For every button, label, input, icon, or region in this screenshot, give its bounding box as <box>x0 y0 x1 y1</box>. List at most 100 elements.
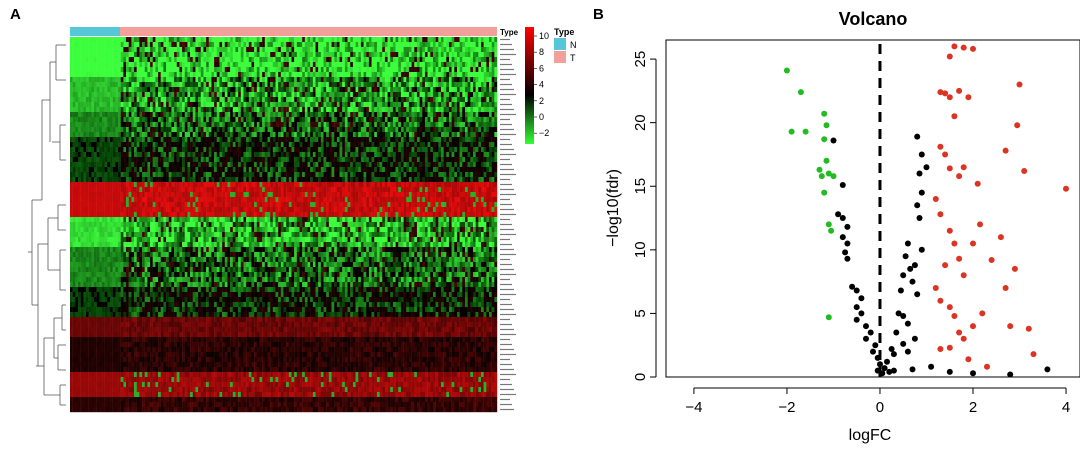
data-point <box>937 298 943 304</box>
data-point <box>961 336 967 342</box>
data-point <box>826 314 832 320</box>
data-point <box>951 43 957 49</box>
color-scale-tick-label: 2 <box>539 96 544 106</box>
data-point <box>891 368 897 374</box>
gene-labels <box>500 39 516 410</box>
data-point <box>956 173 962 179</box>
data-point <box>947 345 953 351</box>
data-point <box>970 323 976 329</box>
data-point <box>879 370 885 376</box>
data-point <box>854 317 860 323</box>
data-point <box>1017 82 1023 88</box>
data-point <box>1003 148 1009 154</box>
data-point <box>937 144 943 150</box>
data-point <box>854 304 860 310</box>
data-point <box>917 171 923 177</box>
data-point <box>977 221 983 227</box>
color-scale-tick-label: 8 <box>539 47 544 57</box>
data-point <box>889 346 895 352</box>
color-scale-tick-label: 10 <box>539 31 549 41</box>
row-dendrogram <box>28 45 66 405</box>
y-tick-label: 25 <box>632 51 649 68</box>
data-point <box>903 253 909 259</box>
data-point <box>803 129 809 135</box>
data-point <box>914 291 920 297</box>
data-point <box>914 134 920 140</box>
y-tick-label: 5 <box>632 309 649 317</box>
data-point <box>831 173 837 179</box>
data-point <box>956 88 962 94</box>
data-point <box>984 364 990 370</box>
data-point <box>956 256 962 262</box>
data-point <box>979 310 985 316</box>
data-point <box>784 68 790 74</box>
data-point <box>789 129 795 135</box>
data-point <box>840 182 846 188</box>
data-point <box>900 341 906 347</box>
data-point <box>849 284 855 290</box>
data-point <box>858 295 864 301</box>
data-point <box>840 234 846 240</box>
data-point <box>942 262 948 268</box>
data-points <box>784 43 1069 377</box>
data-point <box>824 158 830 164</box>
data-point <box>937 211 943 217</box>
plot-frame <box>666 40 1080 377</box>
data-point <box>947 369 953 375</box>
data-point <box>989 257 995 263</box>
data-point <box>917 215 923 221</box>
y-axis-label: −log10(fdr) <box>605 169 622 247</box>
data-point <box>835 211 841 217</box>
data-point <box>947 228 953 234</box>
data-point <box>844 256 850 262</box>
color-scale-tick-label: −2 <box>539 128 549 138</box>
data-point <box>893 330 899 336</box>
color-scale-tick-label: 0 <box>539 112 544 122</box>
data-point <box>919 247 925 253</box>
y-tick-label: 20 <box>632 114 649 131</box>
type-legend-swatch-n <box>554 38 566 50</box>
heatmap-cells <box>70 37 497 412</box>
data-point <box>905 321 911 327</box>
y-tick-label: 0 <box>632 373 649 381</box>
data-point <box>1003 285 1009 291</box>
data-point <box>970 46 976 52</box>
data-point <box>858 310 864 316</box>
data-point <box>942 90 948 96</box>
data-point <box>905 241 911 247</box>
data-point <box>933 196 939 202</box>
annotation-bar-tumor <box>120 27 497 36</box>
data-point <box>844 241 850 247</box>
data-point <box>912 336 918 342</box>
data-point <box>919 152 925 158</box>
data-point <box>937 346 943 352</box>
color-scale-tick-label: 6 <box>539 63 544 73</box>
data-point <box>872 342 878 348</box>
color-scale-bar <box>525 27 534 144</box>
data-point <box>942 152 948 158</box>
data-point <box>965 94 971 100</box>
data-point <box>877 361 883 367</box>
data-point <box>1007 323 1013 329</box>
data-point <box>947 304 953 310</box>
data-point <box>819 173 825 179</box>
annotation-bar-label: Type <box>500 28 519 37</box>
data-point <box>928 364 934 370</box>
data-point <box>924 164 930 170</box>
data-point <box>1021 168 1027 174</box>
data-point <box>854 288 860 294</box>
data-point <box>965 356 971 362</box>
type-legend-title: Type <box>554 27 574 37</box>
chart-title: Volcano <box>839 9 908 29</box>
data-point <box>900 272 906 278</box>
data-point <box>919 190 925 196</box>
data-point <box>868 330 874 336</box>
data-point <box>907 266 913 272</box>
data-point <box>951 313 957 319</box>
